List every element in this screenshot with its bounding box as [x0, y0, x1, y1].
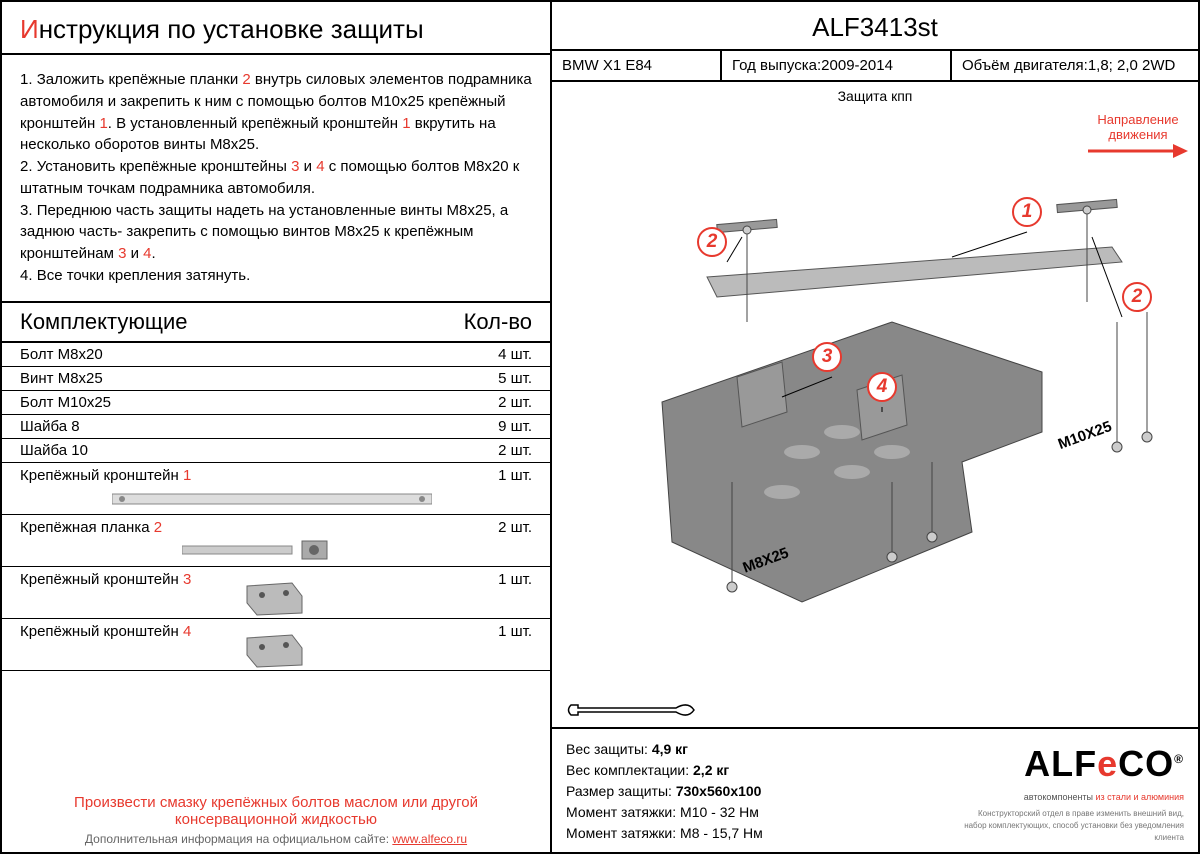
- callout-2: 2: [697, 227, 727, 257]
- footer-note: Произвести смазку крепёжных болтов масло…: [2, 784, 550, 852]
- instructions-body: 1. Заложить крепёжные планки 2 внутрь си…: [2, 53, 550, 301]
- parts-header: Комплектующие Кол-во: [2, 301, 550, 343]
- table-row: Винт М8х255 шт.: [2, 366, 550, 390]
- instructions-title: Инструкция по установке защиты: [2, 2, 550, 53]
- disclaimer: Конструкторский отдел в праве изменить в…: [954, 808, 1184, 844]
- spec-row: BMW X1 E84 Год выпуска:2009-2014 Объём д…: [552, 51, 1198, 82]
- lubrication-note: Произвести смазку крепёжных болтов масло…: [20, 794, 532, 828]
- callout-1: 1: [1012, 197, 1042, 227]
- page: Инструкция по установке защиты 1. Заложи…: [0, 0, 1200, 854]
- step-2: 2. Установить крепёжные кронштейны 3 и 4…: [20, 156, 532, 200]
- torque-1-line: Момент затяжки: M10 - 32 Нм: [566, 802, 954, 823]
- engine-cell: Объём двигателя:1,8; 2,0 2WD: [952, 51, 1198, 80]
- step-4: 4. Все точки крепления затянуть.: [20, 265, 532, 287]
- bottom-info: Вес защиты: 4,9 кг Вес комплектации: 2,2…: [552, 727, 1198, 853]
- vehicle-model: BMW X1 E84: [552, 51, 722, 80]
- table-row: Крепёжный кронштейн 3 1 шт.: [2, 566, 550, 618]
- table-row: Болт М8х204 шт.: [2, 343, 550, 367]
- parts-header-right: Кол-во: [464, 309, 532, 335]
- assembly-diagram: [552, 102, 1192, 622]
- table-row: Крепёжная планка 2 2 шт.: [2, 514, 550, 566]
- table-row: Шайба 89 шт.: [2, 414, 550, 438]
- torque-2-line: Момент затяжки: M8 - 15,7 Нм: [566, 823, 954, 844]
- kit-weight-line: Вес комплектации: 2,2 кг: [566, 760, 954, 781]
- model-number: ALF3413st: [552, 2, 1198, 51]
- step-3: 3. Переднюю часть защиты надеть на устан…: [20, 200, 532, 265]
- callout-2b: 2: [1122, 282, 1152, 312]
- wrench-icon: [566, 697, 696, 723]
- website-link[interactable]: www.alfeco.ru: [392, 832, 467, 846]
- table-row: Шайба 102 шт.: [2, 438, 550, 462]
- table-row: Крепёжный кронштейн 1 1 шт.: [2, 462, 550, 514]
- weight-line: Вес защиты: 4,9 кг: [566, 739, 954, 760]
- title-accent: И: [20, 14, 39, 44]
- footer-info: Дополнительная информация на официальном…: [20, 832, 532, 846]
- diagram-title: Защита кпп: [552, 82, 1198, 104]
- step-1: 1. Заложить крепёжные планки 2 внутрь си…: [20, 69, 532, 156]
- callout-3: 3: [812, 342, 842, 372]
- title-text: нструкция по установке защиты: [39, 14, 424, 44]
- logo-subtitle: автокомпоненты из стали и алюминия: [954, 791, 1184, 805]
- size-line: Размер защиты: 730x560x100: [566, 781, 954, 802]
- plank-2-icon: [182, 539, 332, 561]
- right-column: ALF3413st BMW X1 E84 Год выпуска:2009-20…: [552, 2, 1198, 852]
- logo-area: ALFeCO® автокомпоненты из стали и алюмин…: [954, 737, 1184, 845]
- parts-header-left: Комплектующие: [20, 309, 187, 335]
- bracket-4-icon: [242, 633, 322, 669]
- callout-4: 4: [867, 372, 897, 402]
- year-cell: Год выпуска:2009-2014: [722, 51, 952, 80]
- spec-list: Вес защиты: 4,9 кг Вес комплектации: 2,2…: [566, 739, 954, 844]
- table-row: Болт М10х252 шт.: [2, 390, 550, 414]
- bracket-1-icon: [112, 489, 432, 509]
- left-column: Инструкция по установке защиты 1. Заложи…: [2, 2, 552, 852]
- logo: ALFeCO®: [954, 737, 1184, 791]
- bracket-3-icon: [242, 581, 322, 617]
- parts-table: Болт М8х204 шт. Винт М8х255 шт. Болт М10…: [2, 343, 550, 671]
- diagram-area: Защита кпп Направление движения: [552, 82, 1198, 727]
- table-row: Крепёжный кронштейн 4 1 шт.: [2, 618, 550, 670]
